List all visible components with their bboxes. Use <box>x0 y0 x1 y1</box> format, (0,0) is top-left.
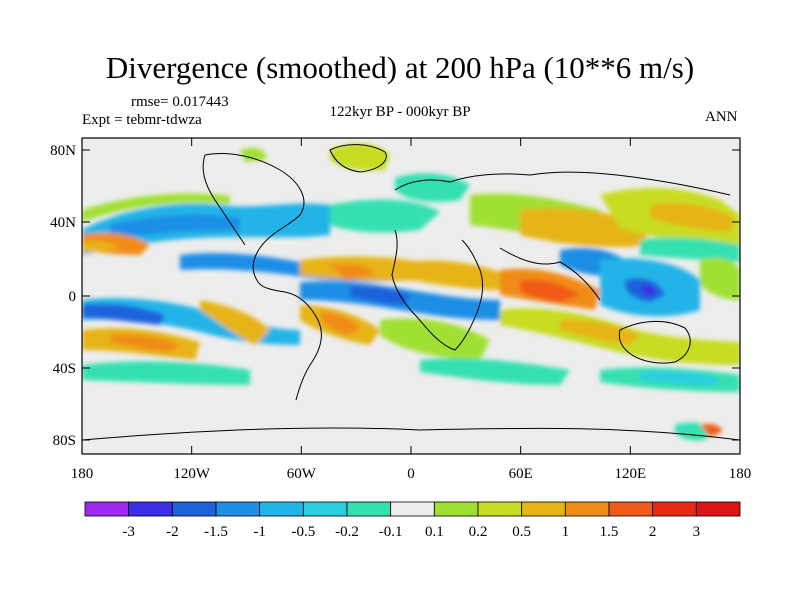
colorbar-label: -1.5 <box>204 524 228 540</box>
field-region <box>330 143 390 171</box>
field-region <box>82 304 165 325</box>
colorbar-label: -2 <box>166 524 179 540</box>
colorbar-swatch <box>695 501 741 517</box>
field-region <box>330 199 440 233</box>
field-region <box>320 312 360 335</box>
colorbar-swatch <box>608 501 654 517</box>
field-region <box>350 285 410 305</box>
colorbar-swatch <box>433 501 479 517</box>
colorbar-swatch <box>171 501 217 517</box>
field-region <box>82 361 250 385</box>
lat-tick-label: 0 <box>69 289 77 305</box>
map-title: Divergence (smoothed) at 200 hPa (10**6 … <box>105 50 695 85</box>
field-region <box>380 318 490 360</box>
field-region <box>520 279 580 302</box>
eurasia-coastline <box>394 171 731 196</box>
rmse-label: rmse= 0.017443 <box>131 94 229 110</box>
field-region <box>640 284 656 296</box>
greenland-coastline <box>329 144 387 173</box>
field-region <box>700 423 722 437</box>
field-region <box>82 193 230 222</box>
field-region <box>640 237 740 262</box>
lon-tick-label: 60W <box>287 466 317 482</box>
field-region <box>640 371 720 386</box>
colorbar-swatch <box>215 501 261 517</box>
colorbar-swatch <box>652 501 697 517</box>
latitude-axis: 80N 40N 0 40S 80S <box>50 143 740 449</box>
colorbar-label: -3 <box>122 524 135 540</box>
divergence-field <box>82 143 740 441</box>
colorbar-label: 0.5 <box>512 524 531 540</box>
lat-tick-label: 40N <box>50 215 76 231</box>
colorbar-label: 0.2 <box>469 524 488 540</box>
colorbar-swatch <box>564 501 610 517</box>
field-region <box>650 203 735 232</box>
colorbar-label: 0.1 <box>425 524 444 540</box>
field-region <box>410 260 500 290</box>
colorbar-swatch <box>84 501 130 517</box>
field-region <box>240 148 266 162</box>
field-region <box>395 173 470 202</box>
lat-tick-label: 80N <box>50 143 76 159</box>
colorbar-label: 1.5 <box>600 524 619 540</box>
americas-coastline <box>202 154 246 246</box>
colorbar-label: 1 <box>562 524 570 540</box>
colorbar-swatch <box>521 501 566 517</box>
lon-tick-label: 180 <box>71 466 94 482</box>
australia-coastline <box>618 320 691 364</box>
field-region <box>110 334 180 352</box>
lon-tick-label: 180 <box>729 466 752 482</box>
africa-coastline <box>391 229 484 351</box>
colorbar-label: 2 <box>649 524 657 540</box>
colorbar-label: -1 <box>253 524 266 540</box>
lon-tick-label: 0 <box>407 466 415 482</box>
coastlines <box>82 144 740 441</box>
asia-coastline <box>499 247 601 301</box>
lon-tick-label: 60E <box>509 466 533 482</box>
field-region <box>200 300 270 345</box>
americas-coastline <box>204 152 322 401</box>
colorbar-swatch <box>477 501 523 517</box>
field-region <box>82 241 120 252</box>
colorbar-swatch <box>390 501 435 517</box>
lat-tick-label: 40S <box>53 361 76 377</box>
colorbar-swatch <box>259 501 304 517</box>
experiment-label: Expt = tebmr-tdwza <box>82 112 202 128</box>
colorbar: -3 -2 -1.5 -1 -0.5 -0.2 -0.1 0.1 0.2 0.5 1 1.5 2 3 <box>84 501 741 540</box>
colorbar-label: -0.2 <box>335 524 359 540</box>
field-region <box>700 258 740 300</box>
colorbar-swatch <box>346 501 392 517</box>
antarctica-coastline <box>82 427 740 441</box>
field-region <box>110 214 240 240</box>
lon-tick-label: 120W <box>173 466 211 482</box>
longitude-axis: 180 120W 60W 0 60E 120E 180 <box>71 138 752 482</box>
period-label: 122kyr BP - 000kyr BP <box>329 104 471 120</box>
lon-tick-label: 120E <box>614 466 646 482</box>
colorbar-label: -0.1 <box>379 524 403 540</box>
season-label: ANN <box>705 109 738 125</box>
colorbar-swatch <box>302 501 348 517</box>
lat-tick-label: 80S <box>53 433 76 449</box>
colorbar-label: 3 <box>693 524 701 540</box>
field-region <box>330 263 375 280</box>
field-region <box>420 358 570 385</box>
colorbar-label: -0.5 <box>291 524 315 540</box>
colorbar-swatch <box>128 501 173 517</box>
